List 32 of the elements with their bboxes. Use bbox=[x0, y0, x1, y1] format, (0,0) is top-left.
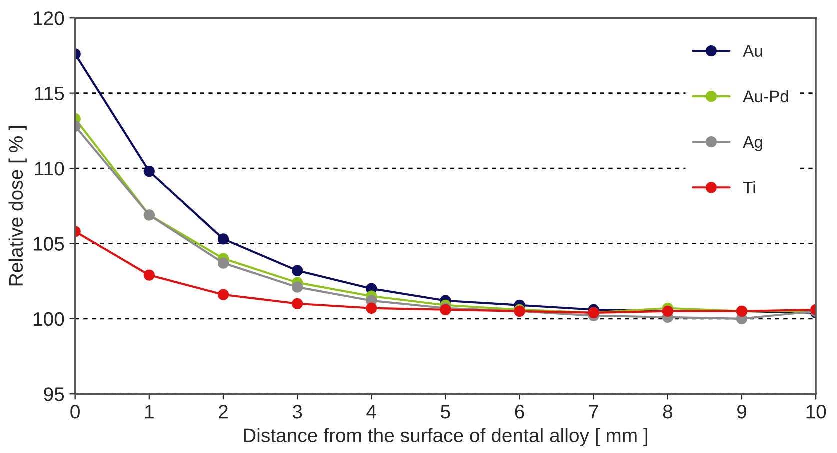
point bbox=[292, 282, 304, 293]
y-tick-label: 95 bbox=[44, 388, 64, 402]
x-tick-label: 6 bbox=[515, 405, 524, 419]
y-axis-title: Relative dose [ % ] bbox=[8, 126, 27, 286]
y-tick-label: 100 bbox=[34, 312, 64, 326]
point bbox=[218, 258, 230, 269]
point bbox=[144, 270, 155, 281]
y-tick-label: 120 bbox=[34, 12, 64, 26]
x-tick-label: 10 bbox=[806, 405, 826, 419]
x-tick-label: 4 bbox=[366, 405, 376, 419]
x-tick-label: 8 bbox=[663, 405, 672, 419]
legend-label: Ag bbox=[743, 136, 762, 152]
point bbox=[218, 289, 230, 300]
point bbox=[218, 234, 230, 245]
x-tick-label: 3 bbox=[292, 405, 302, 419]
y-tick-label: 110 bbox=[35, 162, 64, 176]
x-tick-label: 1 bbox=[145, 405, 154, 419]
point bbox=[292, 298, 304, 310]
y-tick-label: 115 bbox=[35, 86, 64, 101]
y-tick-label: 105 bbox=[34, 237, 64, 251]
x-tick-label: 5 bbox=[441, 405, 450, 419]
point bbox=[366, 302, 378, 314]
x-tick-label: 0 bbox=[70, 405, 80, 419]
legend-label: Au bbox=[743, 45, 762, 58]
legend-label: Au-Pd bbox=[743, 90, 788, 103]
x-tick-label: 7 bbox=[589, 405, 598, 419]
legend-label: Ti bbox=[743, 181, 756, 194]
x-tick-label: 2 bbox=[219, 405, 228, 419]
x-axis-title: Distance from the surface of dental alloy [ mm ] bbox=[244, 428, 648, 446]
point bbox=[292, 265, 304, 276]
point bbox=[144, 166, 155, 178]
x-tick-label: 9 bbox=[738, 405, 746, 419]
